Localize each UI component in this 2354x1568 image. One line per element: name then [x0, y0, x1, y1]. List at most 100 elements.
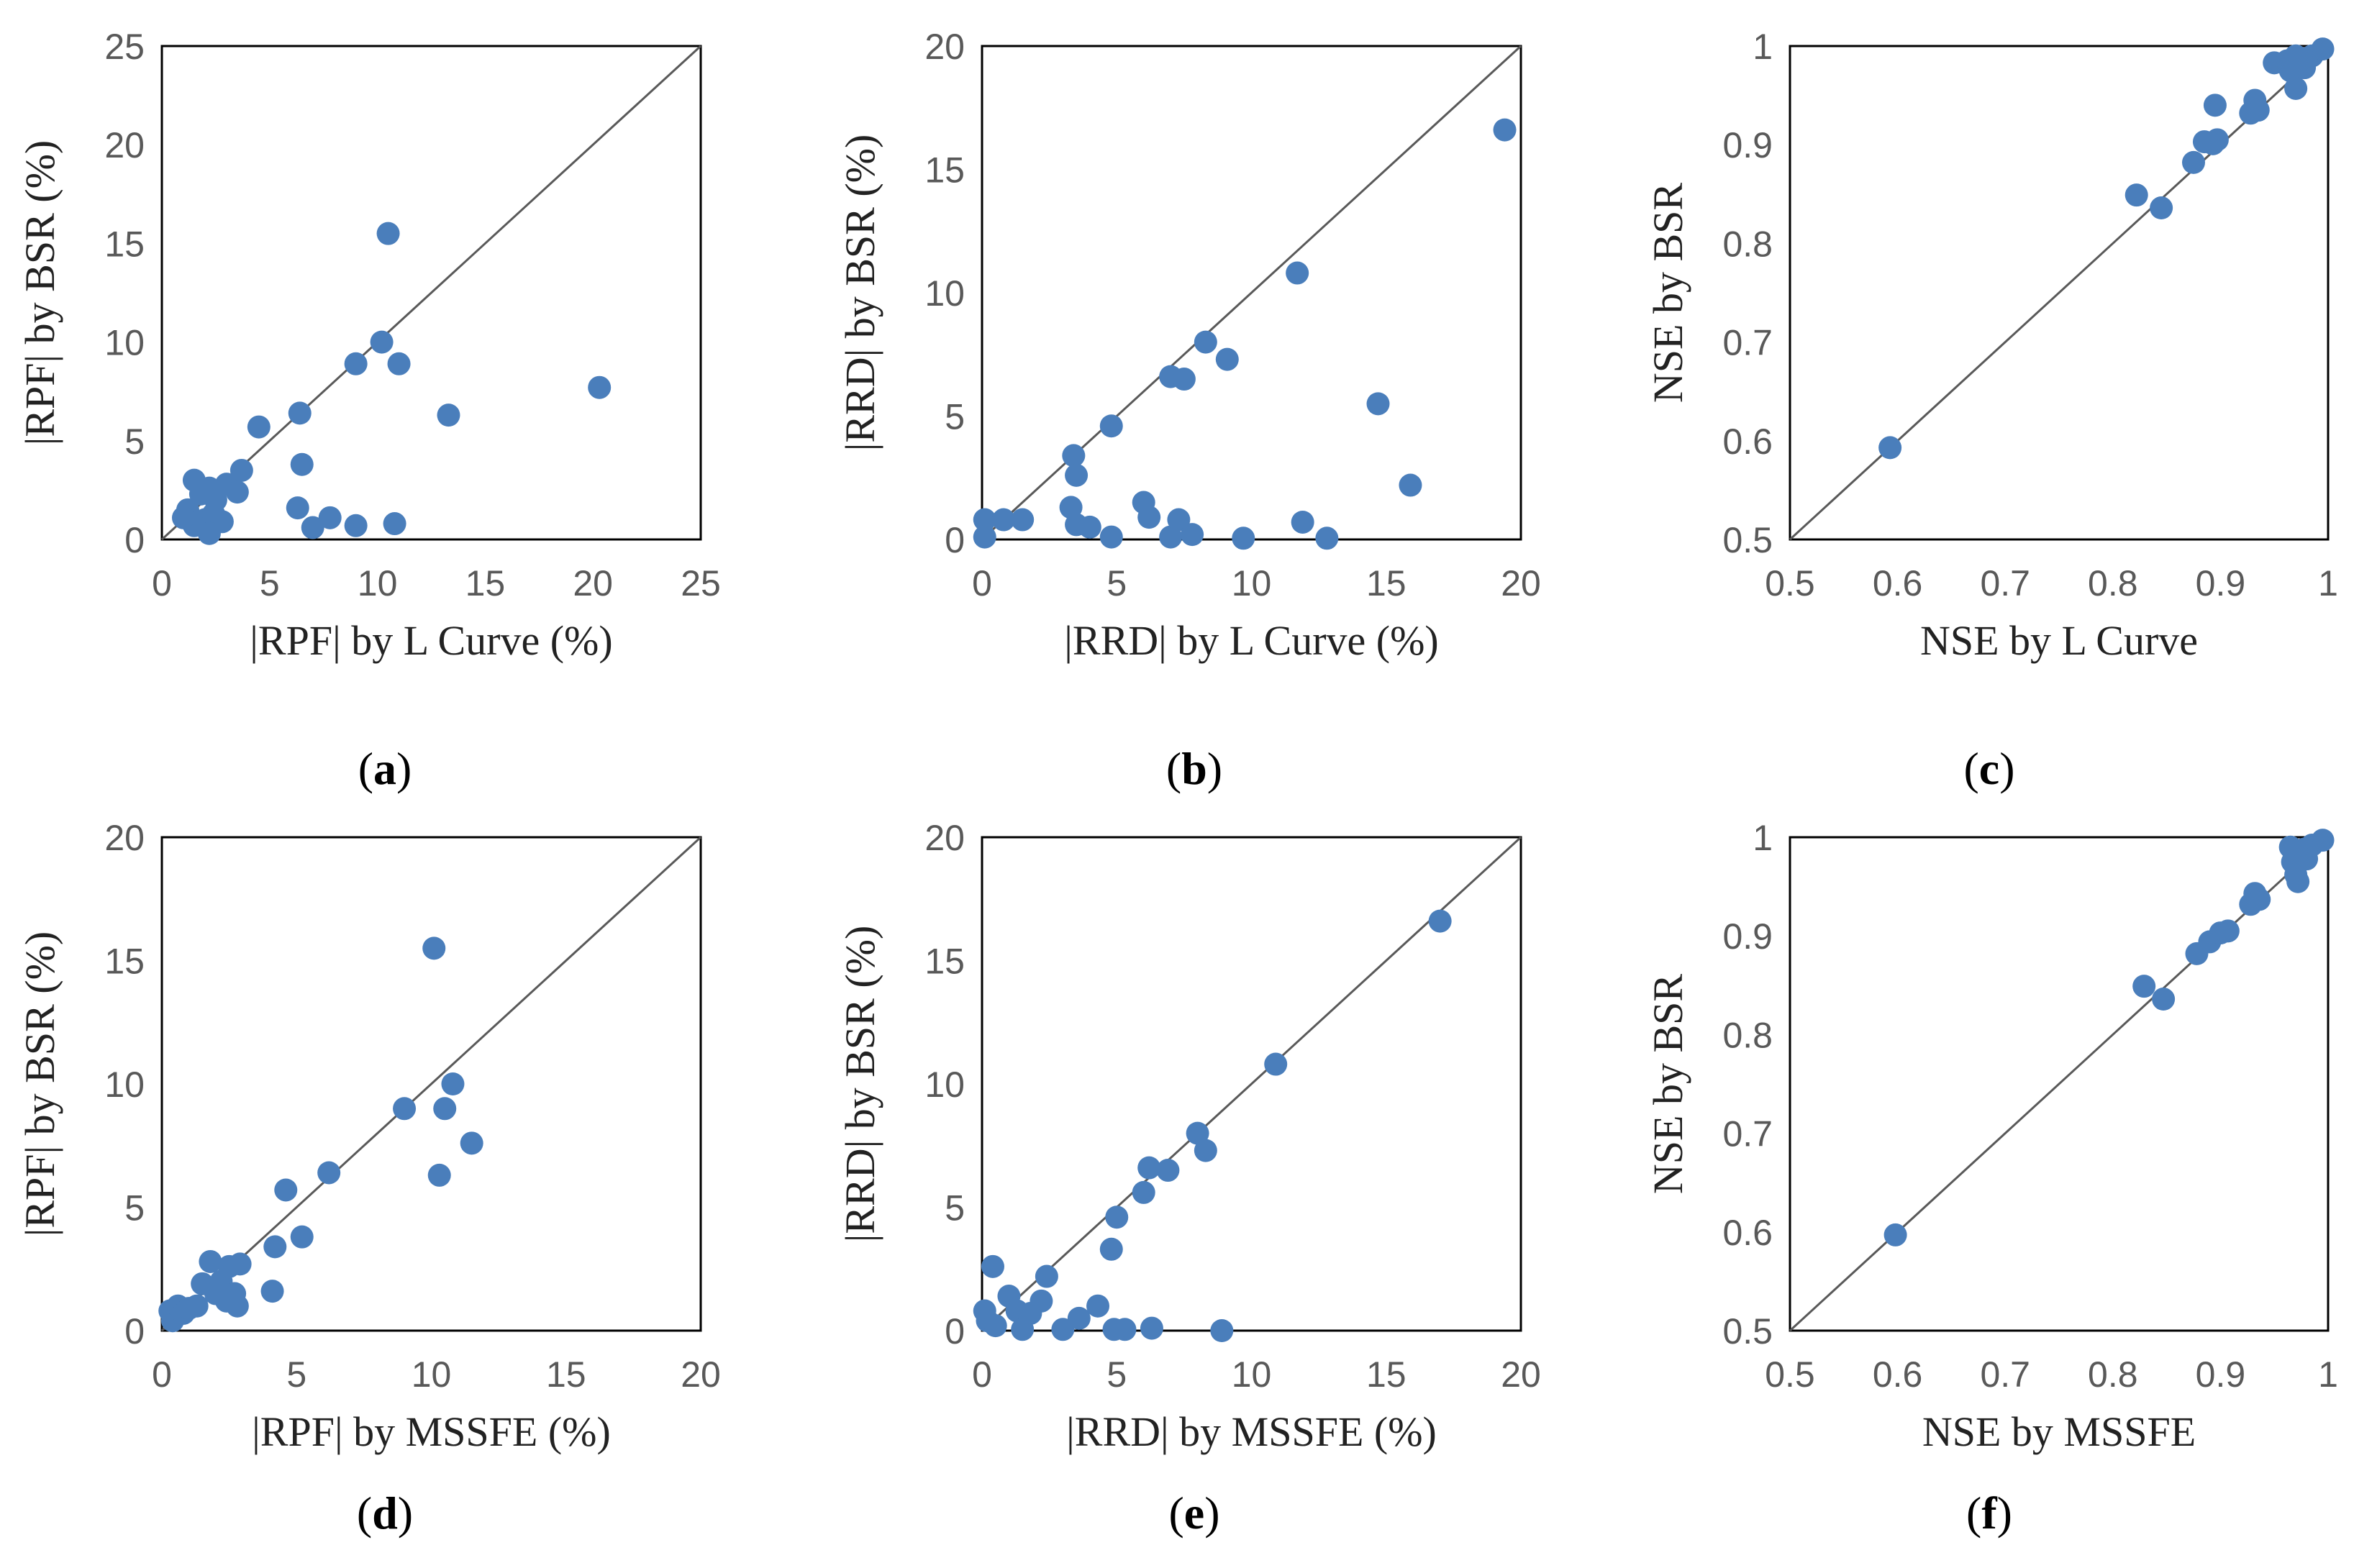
- data-point: [1264, 1052, 1288, 1076]
- x-tick-label: 1: [2318, 563, 2338, 603]
- data-point: [1493, 118, 1517, 142]
- plot-frame: [1789, 45, 2330, 541]
- x-tick-label: 20: [1501, 563, 1541, 603]
- data-point: [437, 404, 460, 427]
- panel-caption-letter: c: [1979, 743, 1999, 794]
- data-point: [1030, 1289, 1053, 1313]
- x-tick-label: 25: [681, 563, 721, 603]
- y-tick-label: 1: [1753, 27, 1773, 67]
- data-point: [274, 1178, 298, 1202]
- x-tick-label: 0.9: [2196, 563, 2246, 603]
- y-axis-label: |RRD| by BSR (%): [837, 135, 883, 452]
- data-point: [1172, 368, 1196, 391]
- x-tick-label: 5: [1106, 563, 1127, 603]
- x-tick-label: 0: [152, 563, 172, 603]
- data-point: [1035, 1264, 1058, 1288]
- y-axis-label: NSE by BSR: [1645, 974, 1691, 1195]
- data-point: [247, 415, 271, 439]
- panel-caption-letter: b: [1181, 743, 1207, 794]
- data-point: [1428, 909, 1452, 933]
- data-point: [1137, 506, 1161, 529]
- y-tick-label: 0: [945, 1311, 965, 1352]
- data-point: [185, 1294, 209, 1318]
- data-point: [1159, 525, 1183, 549]
- data-point: [1186, 1121, 1209, 1145]
- data-point: [370, 330, 394, 354]
- data-point: [1878, 436, 1902, 460]
- data-point: [973, 525, 996, 549]
- x-tick-label: 0.5: [1765, 1354, 1815, 1395]
- y-tick-label: 20: [924, 818, 965, 858]
- data-point: [1099, 1237, 1123, 1261]
- data-point: [2311, 829, 2335, 852]
- data-point: [1065, 463, 1089, 487]
- x-tick-label: 15: [546, 1354, 586, 1395]
- data-point: [288, 401, 312, 425]
- x-tick-label: 10: [1232, 563, 1272, 603]
- data-point: [301, 516, 324, 539]
- y-tick-label: 5: [945, 397, 965, 437]
- data-point: [1232, 527, 1255, 550]
- x-tick-label: 15: [1366, 1354, 1407, 1395]
- y-tick-label: 15: [924, 150, 965, 191]
- y-tick-label: 0.9: [1722, 125, 1773, 165]
- x-tick-label: 5: [286, 1354, 306, 1395]
- panel-caption-letter: d: [372, 1487, 398, 1539]
- panel-e: 0 5 10 15 20 0 5 10 15 20 |RRD| by MSSFE (%) |RRD| …: [837, 818, 1541, 1539]
- x-tick-label: 0: [152, 1354, 172, 1395]
- data-point: [2150, 196, 2173, 220]
- panel-f: 0.5 0.6 0.7 0.8 0.9 1 0.5 0.6 0.7 0.8 0.9 1 NSE by M…: [1645, 818, 2338, 1539]
- x-tick-label: 5: [260, 563, 280, 603]
- data-point: [1067, 1306, 1091, 1330]
- x-tick-label: 20: [573, 563, 613, 603]
- data-point: [2216, 919, 2240, 943]
- data-point: [1105, 1205, 1129, 1229]
- panel-caption: (a): [358, 743, 412, 794]
- plot-frame: [1789, 836, 2330, 1332]
- data-point: [1210, 1319, 1234, 1342]
- y-tick-label: 1: [1753, 818, 1773, 858]
- data-point: [393, 1097, 417, 1121]
- one-to-one-line: [160, 45, 702, 541]
- panel-caption: (c): [1963, 743, 2014, 794]
- data-point: [387, 352, 411, 375]
- data-point: [1062, 444, 1086, 468]
- panel-caption-letter: f: [1981, 1487, 1997, 1539]
- data-point: [2182, 150, 2205, 174]
- data-point: [344, 514, 368, 537]
- y-tick-label: 20: [924, 27, 965, 67]
- data-point: [422, 936, 446, 960]
- y-axis-label: |RRD| by BSR (%): [837, 926, 883, 1243]
- y-tick-label: 15: [924, 942, 965, 982]
- panel-a: 0 5 10 15 20 25 0 5 10 15 20 25 |RPF| by L Curve (%)…: [17, 27, 721, 794]
- one-to-one-line: [1789, 836, 2330, 1332]
- data-point: [427, 1163, 451, 1187]
- x-axis-label: NSE by L Curve: [1920, 617, 2198, 664]
- y-tick-label: 10: [924, 273, 965, 314]
- y-tick-label: 0.7: [1722, 323, 1773, 363]
- data-point: [383, 512, 406, 536]
- y-tick-label: 5: [124, 1188, 145, 1229]
- x-tick-label: 0.5: [1765, 563, 1815, 603]
- panel-caption: (d): [357, 1487, 413, 1539]
- panel-caption: (e): [1168, 1487, 1219, 1539]
- y-tick-label: 5: [945, 1188, 965, 1229]
- y-tick-label: 0.5: [1722, 1311, 1773, 1352]
- panel-b: 0 5 10 15 20 0 5 10 15 20 |RRD| by L Curve (%) |RRD…: [837, 27, 1541, 794]
- data-point: [1099, 414, 1123, 438]
- data-point: [318, 506, 342, 529]
- data-point: [460, 1131, 483, 1155]
- y-tick-label: 20: [104, 818, 145, 858]
- y-tick-label: 0.6: [1722, 421, 1773, 462]
- data-point: [1137, 1156, 1161, 1180]
- panel-c: 0.5 0.6 0.7 0.8 0.9 1 0.5 0.6 0.7 0.8 0.9 1 NSE by L…: [1645, 27, 2338, 794]
- panel-caption: (f): [1966, 1487, 2012, 1539]
- x-tick-label: 5: [1106, 1354, 1127, 1395]
- y-tick-label: 25: [104, 27, 145, 67]
- data-point: [1140, 1316, 1163, 1340]
- x-axis-label: |RRD| by MSSFE (%): [1066, 1408, 1437, 1455]
- plot-frame: [160, 836, 702, 1332]
- x-tick-label: 0.7: [1980, 1354, 2030, 1395]
- one-to-one-line: [1789, 45, 2330, 541]
